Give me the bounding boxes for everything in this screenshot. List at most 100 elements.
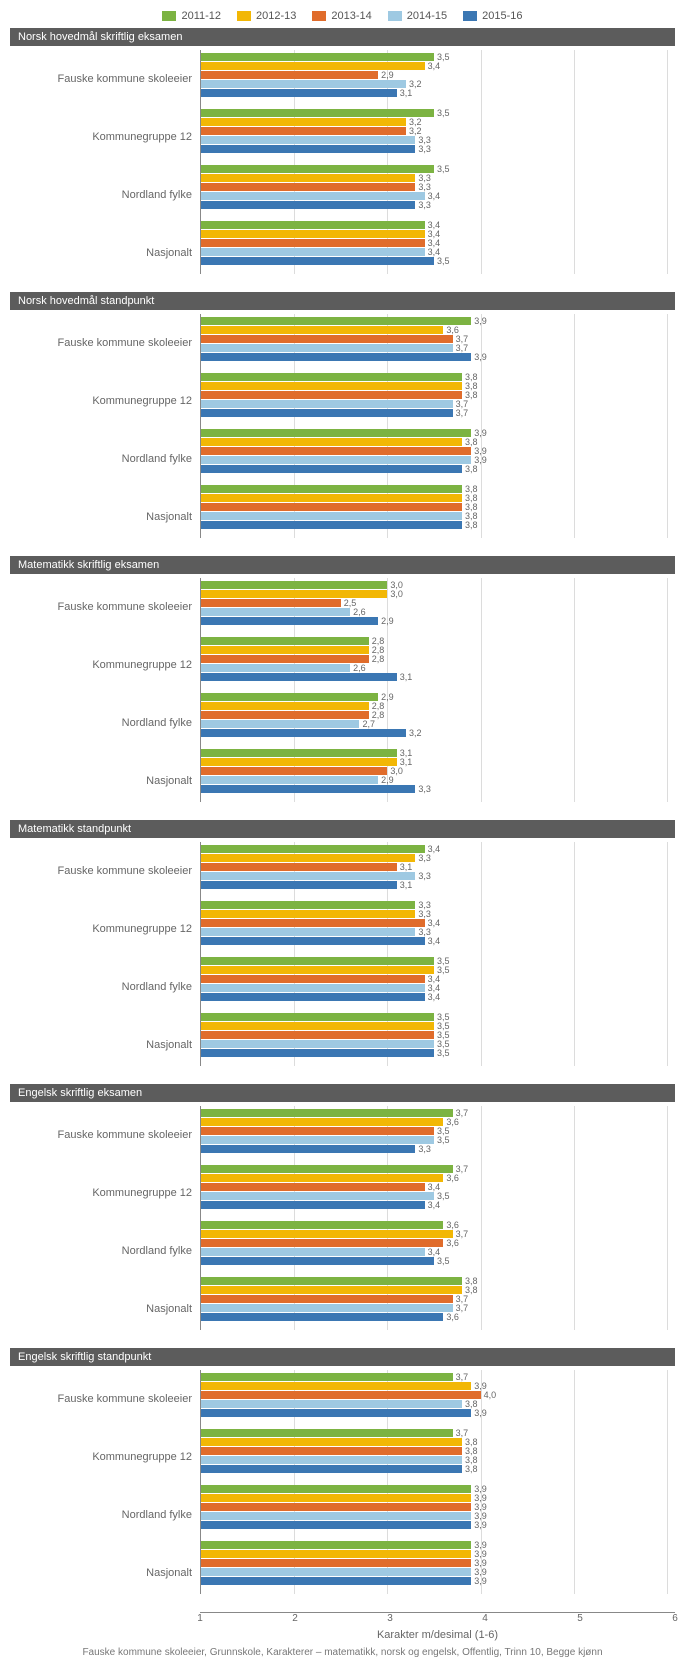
bar-row: 3,8	[201, 1456, 667, 1464]
bar-row: 3,4	[201, 1248, 667, 1256]
bar	[201, 608, 350, 616]
panel-title: Norsk hovedmål skriftlig eksamen	[10, 28, 675, 46]
bar	[201, 590, 387, 598]
bar-value-label: 3,7	[453, 343, 469, 353]
bar	[201, 1192, 434, 1200]
bar	[201, 382, 462, 390]
bar	[201, 1127, 434, 1135]
bar-row: 3,8	[201, 1286, 667, 1294]
panel-title: Engelsk skriftlig eksamen	[10, 1084, 675, 1102]
bar	[201, 1277, 462, 1285]
bar-row: 3,9	[201, 1503, 667, 1511]
bar	[201, 957, 434, 965]
bar-row: 3,4	[201, 192, 667, 200]
bar-row: 3,2	[201, 80, 667, 88]
bar	[201, 1221, 443, 1229]
bar	[201, 335, 453, 343]
bar-row: 3,9	[201, 1382, 667, 1390]
bar-row: 3,5	[201, 957, 667, 965]
bar-row: 3,7	[201, 344, 667, 352]
bar-row: 3,3	[201, 145, 667, 153]
bar-row: 3,8	[201, 1400, 667, 1408]
bar	[201, 1286, 462, 1294]
bar-row: 3,4	[201, 230, 667, 238]
bar	[201, 928, 415, 936]
bar-row: 3,9	[201, 429, 667, 437]
bar	[201, 1400, 462, 1408]
bar	[201, 776, 378, 784]
chart-panel: Matematikk standpunktFauske kommune skol…	[10, 820, 675, 1080]
bar-row: 3,4	[201, 1201, 667, 1209]
bar-row: 2,9	[201, 71, 667, 79]
bar	[201, 80, 406, 88]
bar-row: 3,5	[201, 1049, 667, 1057]
bar-value-label: 3,9	[471, 352, 487, 362]
bar-row: 3,3	[201, 928, 667, 936]
bar	[201, 711, 369, 719]
bar-value-label: 3,3	[415, 200, 431, 210]
bar-row: 3,9	[201, 1568, 667, 1576]
axis-tick: 1	[197, 1613, 203, 1624]
legend-label: 2012-13	[256, 10, 296, 22]
bar-row: 2,7	[201, 720, 667, 728]
category-label: Nasjonalt	[10, 488, 200, 546]
category-label: Kommunegruppe 12	[10, 108, 200, 166]
bar	[201, 1494, 471, 1502]
bar-row: 3,8	[201, 373, 667, 381]
bar	[201, 409, 453, 417]
axis-tick: 5	[577, 1613, 583, 1624]
bar	[201, 937, 425, 945]
bar-row: 3,5	[201, 109, 667, 117]
bar-row: 3,3	[201, 854, 667, 862]
bar-row: 3,8	[201, 521, 667, 529]
bar	[201, 71, 378, 79]
bar	[201, 248, 425, 256]
legend-item: 2011-12	[162, 10, 221, 22]
category-label: Kommunegruppe 12	[10, 372, 200, 430]
chart-panels: Norsk hovedmål skriftlig eksamen Fauske k…	[10, 28, 675, 1608]
bar-value-label: 2,9	[378, 616, 394, 626]
bar-value-label: 3,4	[425, 936, 441, 946]
category-label: Fauske kommune skoleeier	[10, 314, 200, 372]
legend-label: 2015-16	[482, 10, 522, 22]
bar-value-label: 3,8	[462, 520, 478, 530]
bar-value-label: 3,7	[453, 1372, 469, 1382]
bar	[201, 145, 415, 153]
bar	[201, 221, 425, 229]
bar	[201, 1485, 471, 1493]
bar-row: 3,6	[201, 1221, 667, 1229]
bar-row: 3,1	[201, 749, 667, 757]
bar	[201, 749, 397, 757]
legend: 2011-122012-132013-142014-152015-16	[10, 10, 675, 22]
panel-title: Norsk hovedmål standpunkt	[10, 292, 675, 310]
bar	[201, 1136, 434, 1144]
bar	[201, 1456, 462, 1464]
bar	[201, 230, 425, 238]
bar	[201, 1239, 443, 1247]
bar-row: 3,1	[201, 89, 667, 97]
bar	[201, 881, 397, 889]
bar	[201, 637, 369, 645]
bar	[201, 984, 425, 992]
category-label: Nordland fylke	[10, 694, 200, 752]
bar-row: 3,4	[201, 1183, 667, 1191]
bar-row: 2,5	[201, 599, 667, 607]
bar	[201, 599, 341, 607]
x-axis-title: Karakter m/desimal (1-6)	[200, 1629, 675, 1641]
bar	[201, 901, 415, 909]
bar	[201, 1512, 471, 1520]
bar	[201, 109, 434, 117]
category-label: Kommunegruppe 12	[10, 1164, 200, 1222]
bar	[201, 1040, 434, 1048]
bar-value-label: 3,9	[471, 1520, 487, 1530]
bar	[201, 465, 462, 473]
bar	[201, 1031, 434, 1039]
bar	[201, 720, 359, 728]
category-label: Fauske kommune skoleeier	[10, 50, 200, 108]
bar	[201, 1248, 425, 1256]
bar-value-label: 3,3	[415, 853, 431, 863]
bar	[201, 758, 397, 766]
bar-row: 2,6	[201, 664, 667, 672]
bar	[201, 1304, 453, 1312]
bar	[201, 863, 397, 871]
